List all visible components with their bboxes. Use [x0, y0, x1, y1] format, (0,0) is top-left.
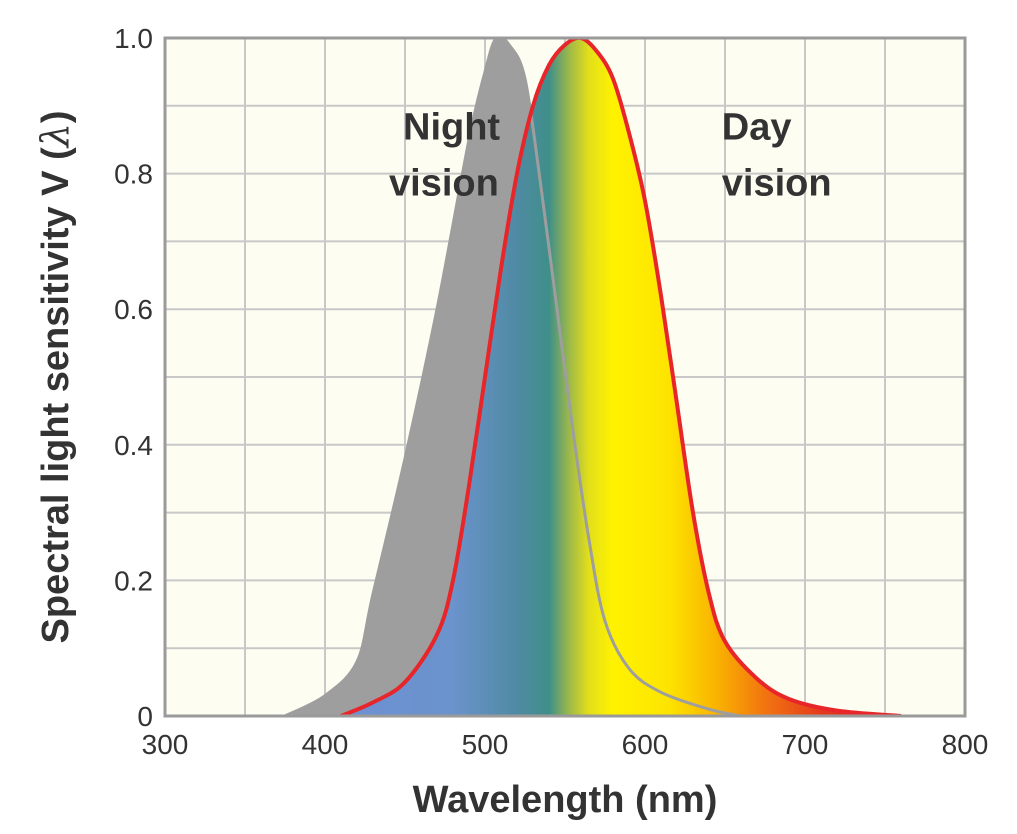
day-vision-curve [340, 38, 902, 716]
y-tick-label: 1.0 [114, 23, 153, 54]
x-tick-label: 400 [302, 729, 349, 760]
y-tick-label: 0.6 [114, 294, 153, 325]
x-axis-ticks: 300 400 500 600 700 800 [142, 729, 989, 760]
y-axis-title: Spectral light sensitivity V (λ) [33, 111, 77, 644]
day-vision-label: Day vision [722, 107, 832, 205]
night-vision-label: Night vision [389, 107, 500, 205]
x-tick-label: 500 [462, 729, 509, 760]
y-tick-label: 0.8 [114, 159, 153, 190]
x-tick-label: 800 [942, 729, 989, 760]
plot-frame [163, 36, 967, 718]
night-vision-curve [284, 38, 742, 716]
annotations: Night vision Day vision [389, 107, 832, 205]
x-tick-label: 700 [782, 729, 829, 760]
y-tick-label: 0 [137, 701, 153, 732]
x-tick-label: 600 [622, 729, 669, 760]
lambda-symbol: λ [33, 123, 77, 149]
y-tick-label: 0.4 [114, 430, 153, 461]
y-axis-ticks: 0 0.2 0.4 0.6 0.8 1.0 [114, 23, 153, 732]
x-tick-label: 300 [142, 729, 189, 760]
day-vision-area [341, 38, 901, 716]
y-tick-label: 0.2 [114, 565, 153, 596]
x-axis-title: Wavelength (nm) [413, 779, 718, 821]
